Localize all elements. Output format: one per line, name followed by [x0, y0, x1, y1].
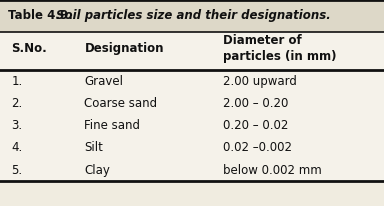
Text: 2.00 – 0.20: 2.00 – 0.20: [223, 97, 288, 110]
Text: 3.: 3.: [12, 119, 23, 132]
Text: Silt: Silt: [84, 141, 103, 154]
Text: Soil particles size and their designations.: Soil particles size and their designatio…: [56, 9, 331, 22]
Text: Coarse sand: Coarse sand: [84, 97, 157, 110]
Text: 0.02 –0.002: 0.02 –0.002: [223, 141, 292, 154]
Text: S.No.: S.No.: [12, 42, 47, 55]
Text: 4.: 4.: [12, 141, 23, 154]
Text: 5.: 5.: [12, 164, 23, 177]
Text: Designation: Designation: [84, 42, 164, 55]
Text: below 0.002 mm: below 0.002 mm: [223, 164, 321, 177]
Text: Clay: Clay: [84, 164, 110, 177]
Text: 0.20 – 0.02: 0.20 – 0.02: [223, 119, 288, 132]
Text: 1.: 1.: [12, 75, 23, 88]
Text: Table 4.9.: Table 4.9.: [8, 9, 77, 22]
FancyBboxPatch shape: [0, 0, 384, 32]
Text: Gravel: Gravel: [84, 75, 124, 88]
Text: 2.00 upward: 2.00 upward: [223, 75, 296, 88]
Text: 2.: 2.: [12, 97, 23, 110]
FancyBboxPatch shape: [0, 32, 384, 181]
Text: Fine sand: Fine sand: [84, 119, 141, 132]
Text: Diameter of
particles (in mm): Diameter of particles (in mm): [223, 34, 336, 63]
